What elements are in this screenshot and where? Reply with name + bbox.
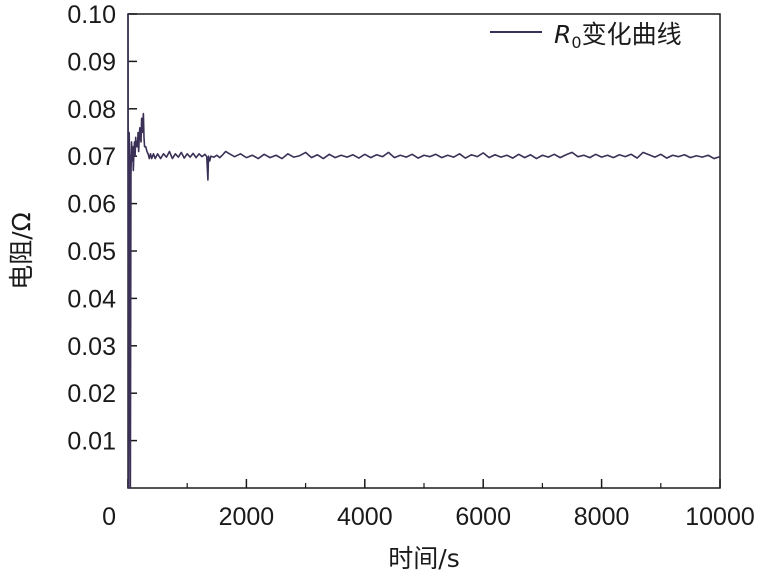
y-tick-label: 0.09: [67, 48, 116, 76]
y-tick-label: 0.02: [67, 380, 116, 408]
y-axis-label: 电阻/Ω: [7, 212, 36, 290]
x-tick-label: 8000: [574, 503, 630, 531]
x-tick-label: 4000: [337, 503, 393, 531]
plot-frame: [127, 13, 721, 489]
y-tick-label: 0.08: [67, 96, 116, 124]
x-tick-label: 10000: [685, 503, 755, 531]
x-tick-label: 6000: [455, 503, 511, 531]
x-tick-label: 2000: [219, 503, 275, 531]
series-line: [127, 13, 721, 489]
y-tick-label: 0.06: [67, 191, 116, 219]
series-layer: [127, 13, 721, 489]
x-axis: 0 2000 4000 6000 8000 10000: [102, 479, 755, 531]
y-tick-label: 0.05: [67, 238, 116, 266]
y-tick-label: 0.03: [67, 333, 116, 361]
y-tick-label: 0.10: [67, 1, 116, 29]
y-axis: 0.01 0.02 0.03 0.04 0.05 0.06 0.07 0.08 0.09 0.10: [67, 1, 137, 456]
legend-label: R0变化曲线: [554, 20, 682, 52]
x-tick-label: 0: [102, 503, 116, 531]
legend: R0变化曲线: [490, 20, 682, 52]
y-tick-label: 0.07: [67, 143, 116, 171]
y-tick-label: 0.01: [67, 428, 116, 456]
y-tick-label: 0.04: [67, 285, 116, 313]
x-axis-label: 时间/s: [388, 544, 459, 573]
